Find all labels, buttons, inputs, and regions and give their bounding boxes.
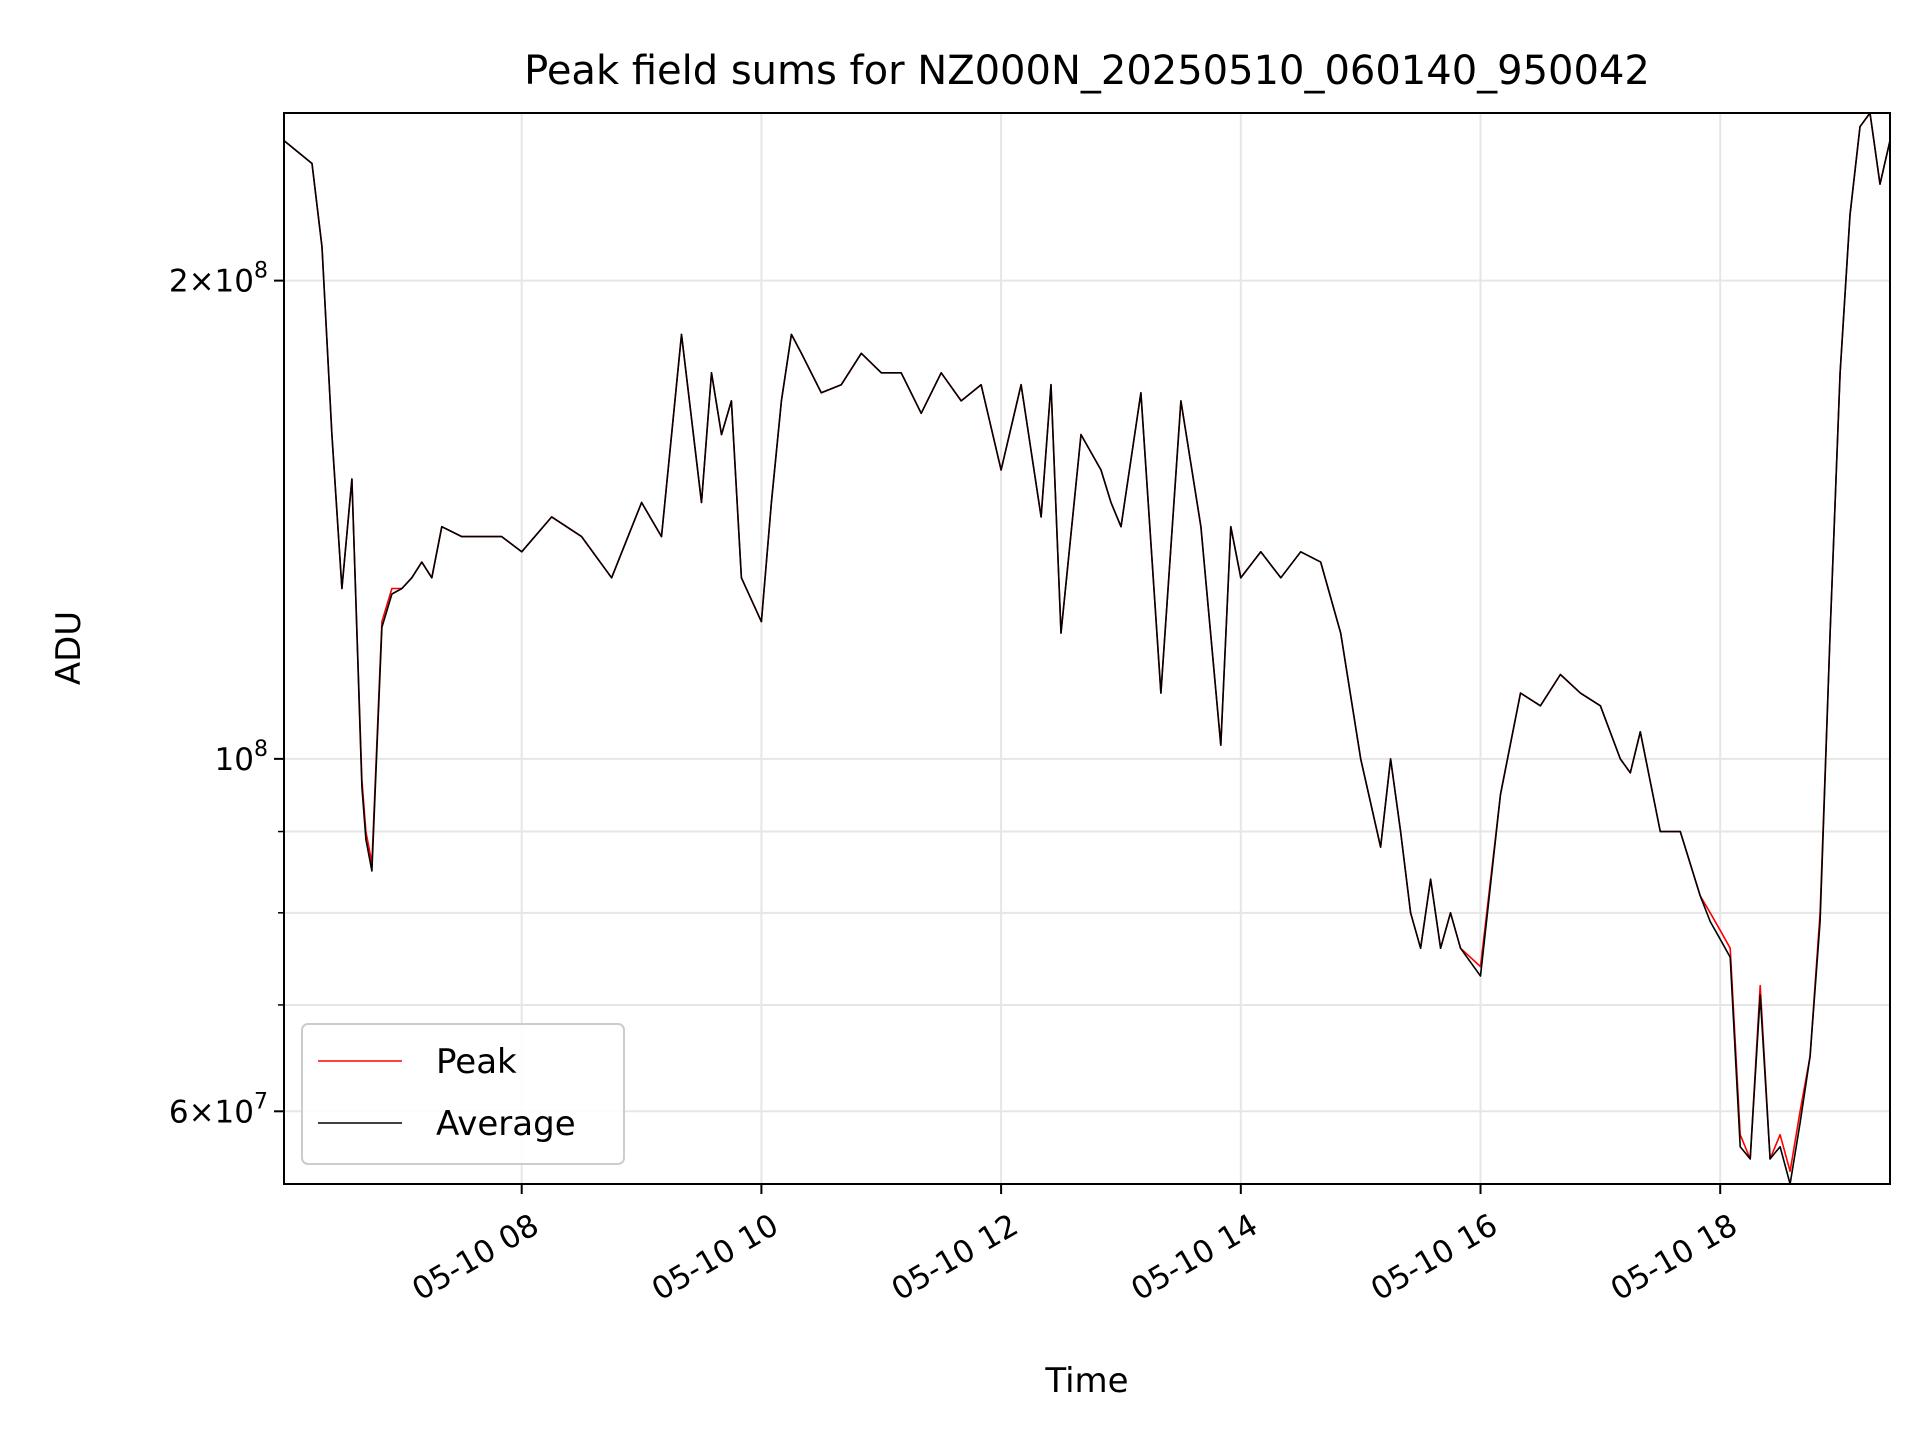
x-tick-label: 05-10 08 [406, 1207, 545, 1308]
chart-title: Peak field sums for NZ000N_20250510_0601… [524, 48, 1650, 94]
legend-label-average: Average [436, 1104, 576, 1144]
y-tick-exponent: 8 [254, 259, 268, 284]
series-line-average [283, 112, 1891, 1185]
x-tick-label: 05-10 16 [1365, 1207, 1504, 1308]
y-tick-base: 2×10 [169, 264, 254, 300]
y-tick-label: 6×107 [169, 1089, 268, 1130]
y-tick-exponent: 8 [254, 737, 268, 762]
legend-label-peak: Peak [436, 1042, 517, 1082]
y-tick-base: 6×10 [169, 1094, 254, 1130]
x-axis-label: Time [1044, 1361, 1128, 1401]
series-line-peak [283, 112, 1891, 1173]
x-tick-label: 05-10 18 [1605, 1207, 1744, 1308]
y-tick-exponent: 7 [254, 1089, 268, 1114]
plot-frame [283, 112, 1891, 1185]
legend-box [301, 1023, 625, 1165]
y-tick-label: 2×108 [169, 259, 268, 300]
x-tick-label: 05-10 14 [1125, 1207, 1264, 1308]
y-axis-label: ADU [49, 611, 89, 685]
x-axis: 05-10 08 05-10 10 05-10 12 05-10 14 05-10 16… [406, 1184, 1743, 1308]
x-tick-label: 05-10 10 [646, 1207, 785, 1308]
x-tick-label: 05-10 12 [886, 1207, 1025, 1308]
series-layer [283, 112, 1891, 1185]
y-tick-label: 108 [215, 737, 268, 778]
legend: Peak Average [301, 1023, 625, 1165]
y-tick-base: 10 [215, 742, 254, 778]
